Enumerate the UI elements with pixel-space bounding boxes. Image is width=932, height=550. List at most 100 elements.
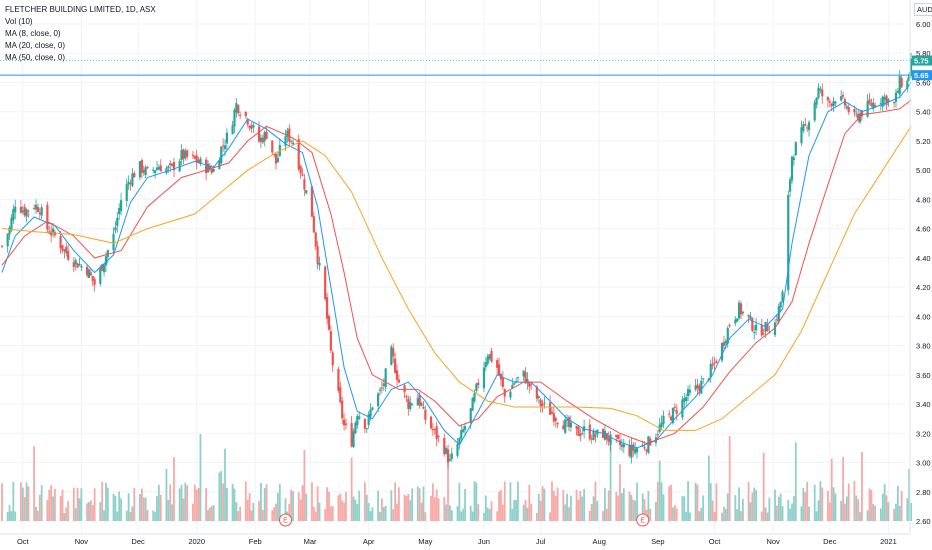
volume-bar (475, 482, 478, 521)
volume-bar (774, 489, 776, 521)
volume-bar (537, 493, 540, 521)
candle-body (826, 97, 830, 101)
volume-bar (683, 496, 686, 521)
volume-bar (237, 511, 240, 521)
volume-bar (513, 500, 516, 521)
volume-bar (641, 493, 644, 521)
candle-body (870, 103, 873, 107)
volume-bar (503, 481, 506, 521)
candle-body (543, 402, 546, 404)
candle-body (140, 160, 143, 173)
candle-body (138, 161, 142, 178)
volume-bar (297, 492, 300, 521)
indicator-ma8[interactable]: MA (8, close, 0) (5, 29, 61, 38)
volume-bar (709, 483, 712, 521)
volume-bar (840, 500, 843, 521)
volume-bar (834, 493, 837, 521)
candle-body (660, 422, 663, 427)
volume-bar (199, 434, 202, 521)
volume-bar (861, 452, 863, 521)
candle-body (327, 315, 331, 330)
volume-bar (541, 486, 544, 521)
candle-body (358, 416, 361, 419)
candle-body (206, 163, 210, 173)
candle-body (131, 173, 134, 186)
volume-bar (312, 506, 315, 521)
volume-bar (356, 503, 359, 521)
volume-bar (777, 496, 780, 521)
candle-body (630, 444, 633, 458)
candle-body (67, 251, 70, 260)
candle-body (237, 105, 240, 114)
candle-body (341, 400, 344, 419)
x-tick-label: Dec (131, 537, 145, 546)
y-tick-label: 4.00 (916, 312, 931, 321)
indicator-volume[interactable]: Vol (10) (5, 17, 33, 26)
candle-body (488, 354, 491, 360)
indicator-ma50[interactable]: MA (50, close, 0) (5, 53, 66, 62)
volume-bar (893, 509, 895, 521)
volume-bar (157, 485, 160, 521)
candle-body (191, 154, 194, 156)
volume-bar (872, 503, 875, 521)
volume-bar (462, 508, 465, 521)
candle-body (365, 428, 368, 430)
candle-body (581, 433, 584, 435)
volume-bar (432, 483, 434, 521)
volume-bar (303, 450, 306, 521)
candle-body (363, 418, 366, 429)
volume-bar (500, 489, 502, 521)
volume-bar (167, 499, 170, 521)
volume-bar (112, 493, 115, 521)
candle-body (416, 398, 419, 406)
volume-bar (205, 488, 208, 521)
volume-bar (21, 487, 24, 521)
candle-body (800, 127, 803, 144)
currency-label[interactable]: AUD (914, 3, 932, 16)
candle-body (63, 249, 66, 252)
x-tick-label: Jun (478, 537, 490, 546)
candle-body (853, 109, 856, 113)
candle-body (252, 124, 255, 128)
candle-body (773, 322, 777, 336)
volume-bar (326, 487, 328, 521)
candle-body (246, 118, 249, 125)
volume-bar (694, 482, 697, 521)
volume-bar (301, 485, 304, 521)
candle-body (445, 448, 448, 454)
volume-bar (278, 484, 281, 521)
volume-bar (263, 487, 266, 521)
candle-body (881, 96, 884, 107)
indicator-ma20[interactable]: MA (20, close, 0) (5, 41, 66, 50)
candle-body (807, 122, 811, 131)
volume-bar (619, 464, 621, 521)
candle-body (874, 105, 877, 107)
candle-body (828, 101, 831, 103)
volume-bar (63, 512, 66, 521)
volume-bar (800, 506, 803, 521)
volume-bar (490, 501, 493, 521)
symbol-title[interactable]: FLETCHER BUILDING LIMITED, 1D, ASX (5, 5, 156, 14)
candle-body (628, 445, 631, 456)
volume-bar (749, 502, 752, 521)
volume-bar (885, 495, 888, 521)
candle-body (167, 166, 170, 169)
volume-bar (248, 493, 251, 521)
volume-bar (437, 498, 440, 521)
candle-body (496, 360, 499, 368)
candle-body (900, 78, 903, 88)
volume-bar (212, 505, 215, 521)
candle-body (276, 157, 280, 163)
volume-bar (433, 497, 436, 521)
candle-body (146, 166, 149, 168)
candle-body (329, 331, 332, 351)
volume-bar (583, 488, 586, 521)
volume-bar (37, 510, 39, 521)
volume-bar (551, 481, 553, 521)
candle-body (291, 142, 295, 145)
earnings-marker-label: E (283, 518, 288, 525)
volume-bar (275, 503, 277, 521)
candle-body (40, 207, 43, 216)
